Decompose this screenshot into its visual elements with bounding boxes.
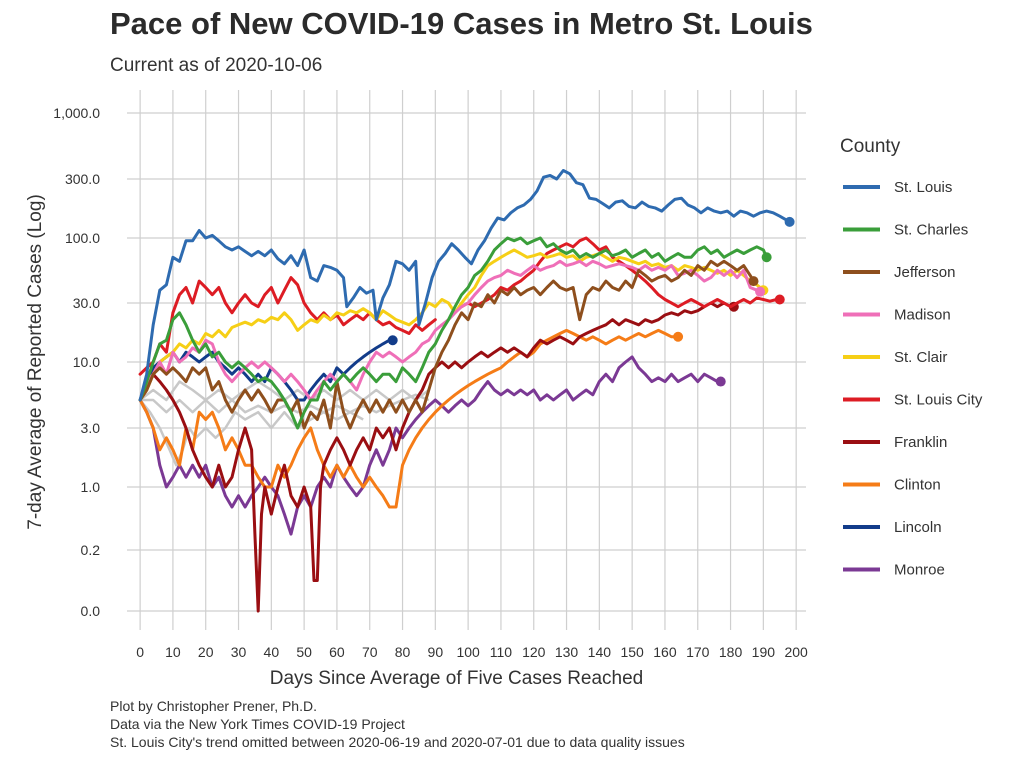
chart-grid — [127, 90, 806, 630]
x-tick-label: 70 — [362, 644, 378, 660]
caption-author: Plot by Christopher Prener, Ph.D. — [110, 698, 317, 714]
x-tick-label: 100 — [456, 644, 480, 660]
x-tick-label: 0 — [136, 644, 144, 660]
x-tick-label: 200 — [784, 644, 808, 660]
series-end-marker-monroe — [715, 376, 726, 387]
series-line-st-louis — [138, 169, 792, 402]
series-line-st-clair — [138, 248, 765, 402]
legend-label-st-clair: St. Clair — [894, 349, 947, 366]
legend-label-monroe: Monroe — [894, 562, 945, 579]
series-line-lincoln — [138, 338, 395, 402]
x-tick-label: 10 — [165, 644, 181, 660]
caption-source: Data via the New York Times COVID-19 Pro… — [110, 716, 405, 732]
legend-label-franklin: Franklin — [894, 434, 947, 451]
y-tick-label: 1.0 — [81, 479, 101, 495]
legend-title: County — [840, 136, 901, 157]
chart-subtitle: Current as of 2020-10-06 — [110, 55, 323, 76]
series-line-jefferson — [138, 259, 755, 430]
x-tick-label: 180 — [719, 644, 743, 660]
legend-label-clinton: Clinton — [894, 477, 941, 494]
context-line — [139, 380, 430, 402]
series-line-franklin — [138, 301, 736, 613]
y-tick-label: 100.0 — [65, 230, 100, 246]
series-end-marker-madison — [755, 286, 766, 297]
y-tick-label: 1,000.0 — [53, 105, 100, 121]
x-tick-label: 150 — [620, 644, 644, 660]
legend-label-lincoln: Lincoln — [894, 519, 942, 536]
y-tick-label: 30.0 — [73, 295, 100, 311]
legend-label-st-louis: St. Louis — [894, 179, 952, 196]
x-tick-label: 110 — [490, 644, 513, 660]
x-axis-label: Days Since Average of Five Cases Reached — [270, 668, 644, 689]
y-tick-label: 0.2 — [81, 542, 101, 558]
x-tick-label: 140 — [588, 644, 612, 660]
chart-title: Pace of New COVID-19 Cases in Metro St. … — [110, 6, 813, 41]
series-end-marker-st-louis — [784, 216, 795, 227]
series-line-st-charles — [138, 236, 769, 430]
series-lines — [138, 169, 795, 613]
series-end-marker-lincoln — [387, 335, 398, 346]
series-line-monroe — [138, 355, 723, 536]
x-tick-label: 50 — [296, 644, 312, 660]
y-tick-label: 3.0 — [81, 420, 101, 436]
legend: County St. Louis St. Charles Jefferson Madis… — [840, 136, 983, 579]
legend-label-st-louis-city: St. Louis City — [894, 392, 983, 409]
axes: 0.0 0.2 1.0 3.0 10.0 30.0 100.0 300.0 1,000.0 0 10… — [25, 105, 808, 689]
y-tick-label: 0.0 — [81, 603, 101, 619]
y-tick-label: 10.0 — [73, 354, 100, 370]
legend-label-st-charles: St. Charles — [894, 222, 968, 239]
legend-label-madison: Madison — [894, 307, 951, 324]
x-tick-label: 90 — [428, 644, 444, 660]
x-tick-label: 120 — [522, 644, 546, 660]
y-axis-label: 7-day Average of Reported Cases (Log) — [25, 194, 46, 530]
x-tick-label: 190 — [752, 644, 776, 660]
x-tick-label: 40 — [264, 644, 280, 660]
x-tick-label: 30 — [231, 644, 247, 660]
series-end-marker-st-louis-city — [774, 294, 785, 305]
legend-label-jefferson: Jefferson — [894, 264, 955, 281]
series-end-marker-jefferson — [748, 276, 759, 287]
series-end-marker-clinton — [673, 331, 684, 342]
caption-note: St. Louis City's trend omitted between 2… — [110, 734, 685, 750]
x-tick-label: 130 — [555, 644, 579, 660]
y-tick-label: 300.0 — [65, 171, 100, 187]
x-tick-label: 20 — [198, 644, 214, 660]
x-tick-label: 160 — [653, 644, 677, 660]
x-tick-label: 60 — [329, 644, 345, 660]
series-end-marker-st-charles — [761, 252, 772, 263]
x-tick-label: 170 — [686, 644, 710, 660]
series-line-clinton — [138, 328, 680, 509]
x-tick-label: 80 — [395, 644, 411, 660]
